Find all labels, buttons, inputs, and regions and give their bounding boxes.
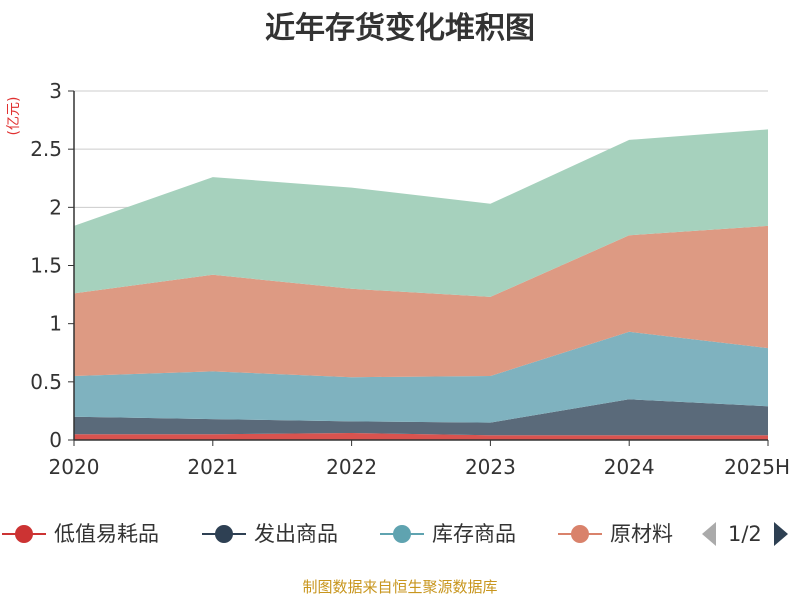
y-tick-label: 1.5 bbox=[30, 254, 62, 278]
x-tick-label: 2024 bbox=[604, 455, 655, 479]
x-tick-label: 2020 bbox=[49, 455, 100, 479]
chart-title: 近年存货变化堆积图 bbox=[265, 11, 535, 46]
legend-marker-icon bbox=[2, 525, 46, 543]
legend-label: 库存商品 bbox=[432, 522, 516, 546]
area-series-3 bbox=[74, 225, 768, 378]
y-axis-label: (亿元) bbox=[6, 97, 22, 136]
triangle-right-icon[interactable] bbox=[772, 520, 790, 548]
legend-item[interactable]: 发出商品 bbox=[200, 514, 338, 554]
x-tick-label: 2021 bbox=[187, 455, 238, 479]
legend-page-indicator: 1/2 bbox=[728, 522, 762, 546]
y-tick-label: 1 bbox=[49, 312, 62, 336]
area-layer bbox=[74, 129, 768, 440]
y-tick-label: 0 bbox=[49, 428, 62, 452]
y-tick-label: 2.5 bbox=[30, 137, 62, 161]
legend-pager: 1/2 bbox=[700, 514, 790, 554]
triangle-left-icon[interactable] bbox=[700, 520, 718, 548]
legend-item[interactable]: 库存商品 bbox=[378, 514, 516, 554]
x-tick-label: 2025H bbox=[724, 455, 790, 479]
y-tick-label: 2 bbox=[49, 195, 62, 219]
area-series-1 bbox=[74, 399, 768, 436]
legend-marker-icon bbox=[380, 525, 424, 543]
area-series-2 bbox=[74, 331, 768, 423]
y-tick-label: 0.5 bbox=[30, 370, 62, 394]
legend-item[interactable]: 低值易耗品 bbox=[0, 514, 159, 554]
data-source-note: 制图数据来自恒生聚源数据库 bbox=[302, 578, 498, 596]
legend-item[interactable]: 原材料 bbox=[556, 514, 673, 554]
legend-label: 低值易耗品 bbox=[54, 522, 159, 546]
legend-marker-icon bbox=[558, 525, 602, 543]
legend: 低值易耗品 发出商品 库存商品 原材料 bbox=[0, 514, 800, 554]
legend-label: 发出商品 bbox=[254, 522, 338, 546]
area-series-0 bbox=[74, 433, 768, 440]
axis-layer: 0 0.5 1 1.5 2 2.5 3 2020 2021 2022 2023 2024 2025H bbox=[30, 79, 790, 479]
x-tick-label: 2023 bbox=[465, 455, 516, 479]
legend-label: 原材料 bbox=[610, 522, 673, 546]
legend-marker-icon bbox=[202, 525, 246, 543]
y-tick-label: 3 bbox=[49, 79, 62, 103]
x-tick-label: 2022 bbox=[326, 455, 377, 479]
area-series-4 bbox=[74, 129, 768, 297]
